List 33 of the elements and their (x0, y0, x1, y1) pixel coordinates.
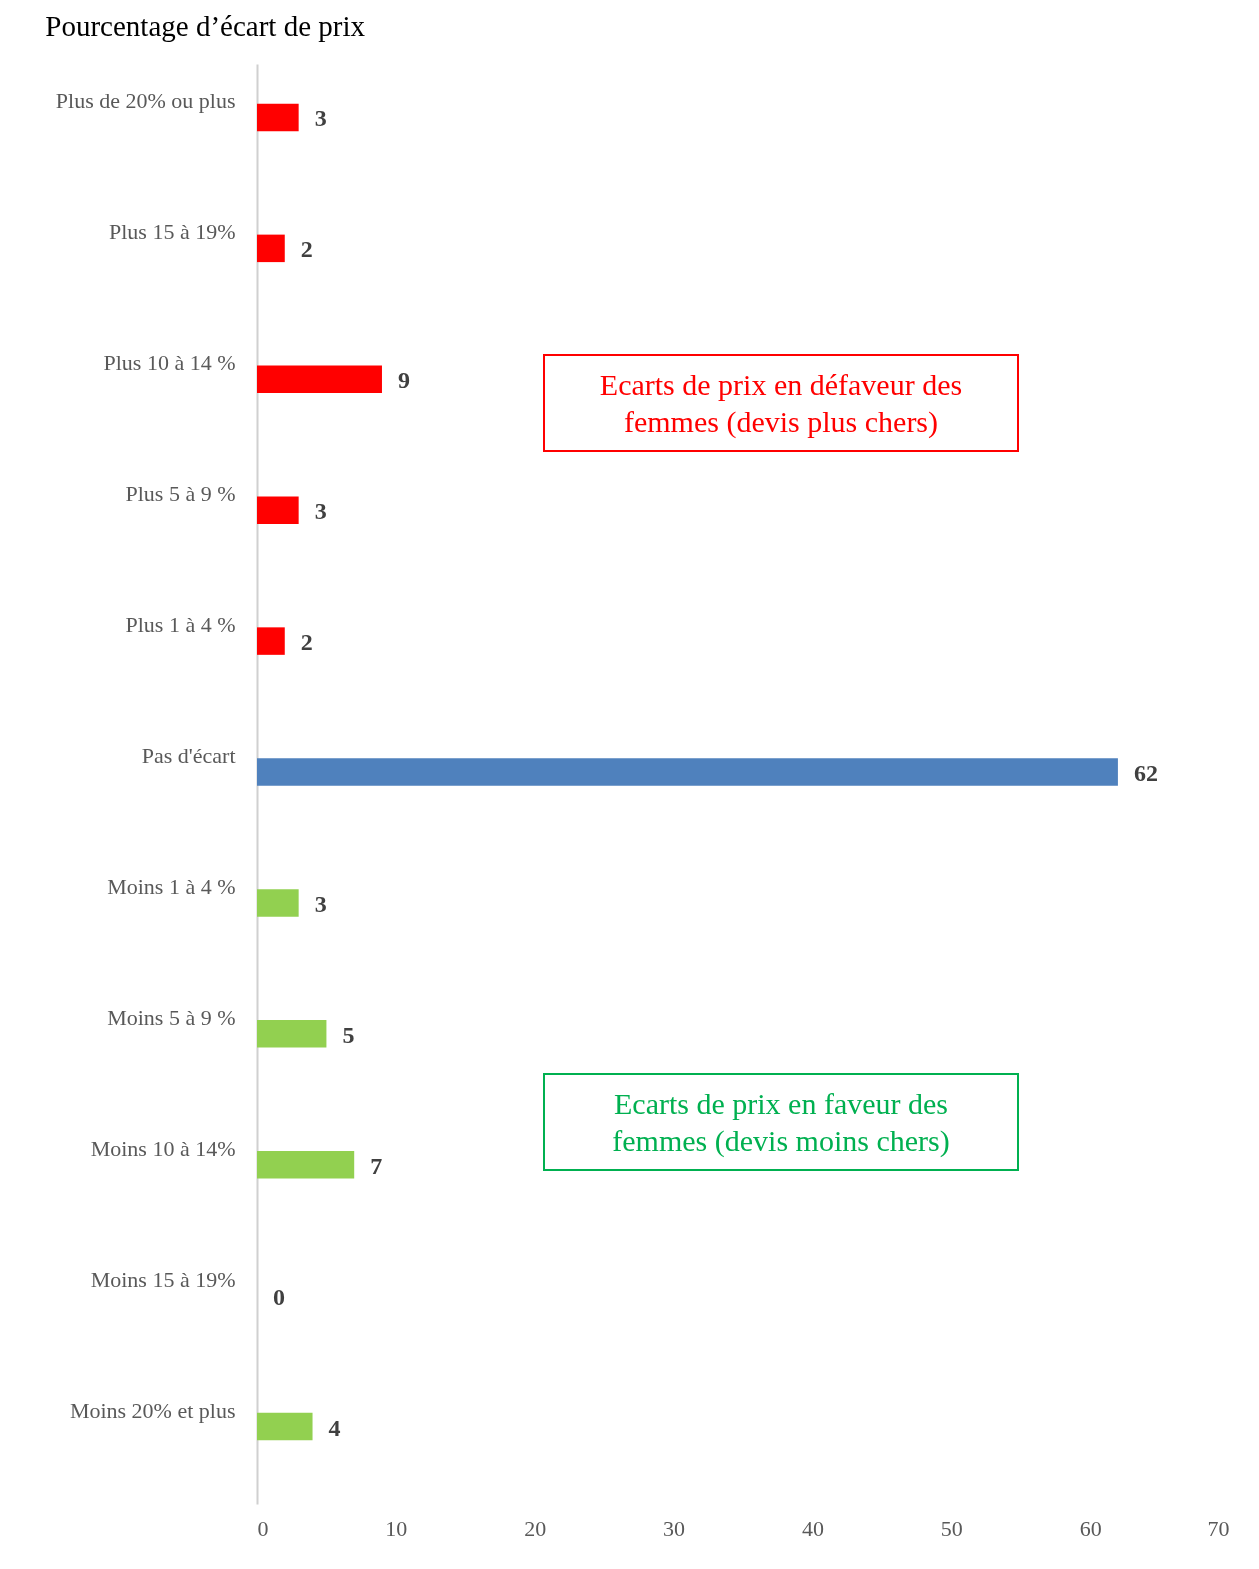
data-label: 7 (370, 1152, 383, 1179)
data-label: 0 (273, 1283, 285, 1310)
data-label: 9 (397, 367, 410, 394)
y-tick-label: Moins 20% et plus (69, 1397, 236, 1423)
annotation: Ecarts de prix en défaveur des femmes (devis plus chers) (543, 354, 1019, 452)
y-tick-label: Plus 1 à 4 % (125, 612, 236, 638)
y-tick-label: Moins 1 à 4 % (107, 873, 236, 899)
y-tick-label: Plus 5 à 9 % (125, 481, 236, 507)
data-label: 3 (314, 498, 327, 525)
data-label: 3 (314, 890, 327, 917)
chart-title: Pourcentage d’écart de prix (45, 10, 366, 42)
data-label: 5 (342, 1021, 355, 1048)
y-tick-label: Plus 10 à 14 % (103, 350, 236, 376)
annotation: Ecarts de prix en faveur des femmes (devis moins chers) (543, 1073, 1019, 1171)
data-label: 2 (300, 629, 313, 656)
x-tick-label: 60 (1079, 1515, 1102, 1541)
x-tick-label: 70 (1207, 1515, 1230, 1541)
data-label: 4 (328, 1414, 341, 1441)
data-label: 3 (314, 105, 327, 132)
y-tick-label: Moins 15 à 19% (90, 1266, 236, 1292)
y-tick-label: Pas d'écart (141, 743, 236, 768)
y-tick-label: Moins 5 à 9 % (107, 1004, 236, 1030)
x-tick-label: 40 (801, 1515, 824, 1541)
data-label: 62 (1133, 760, 1158, 786)
x-tick-label: 0 (257, 1515, 269, 1541)
y-tick-label: Plus de 20% ou plus (55, 88, 236, 114)
x-tick-label: 20 (524, 1515, 547, 1541)
y-tick-label: Moins 10 à 14% (90, 1135, 236, 1161)
y-tick-label: Plus 15 à 19% (109, 219, 236, 245)
x-tick-label: 50 (940, 1515, 963, 1541)
data-label: 2 (300, 236, 313, 263)
x-tick-label: 10 (385, 1515, 408, 1541)
x-tick-label: 30 (663, 1515, 686, 1541)
